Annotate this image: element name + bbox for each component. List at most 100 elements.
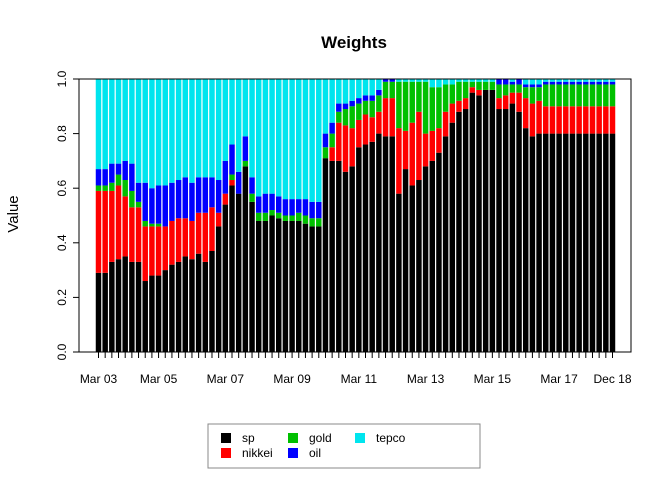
bar-tepco [576, 79, 582, 82]
bar-gold [603, 84, 609, 107]
bar-nikkei [576, 106, 582, 134]
bar-oil [509, 81, 516, 85]
x-tick-label: Mar 05 [140, 372, 178, 386]
bar-oil [102, 169, 108, 186]
bar-sp [476, 95, 482, 352]
bar-gold [109, 182, 115, 191]
bar-gold [556, 84, 562, 107]
bar-oil [195, 177, 202, 213]
bar-sp [229, 185, 235, 352]
bar-nikkei [376, 111, 382, 134]
bar-gold [376, 95, 382, 112]
bar-gold [296, 212, 302, 221]
bar-gold [95, 185, 102, 191]
bar-nikkei [215, 212, 222, 227]
bar-nikkei [229, 180, 235, 186]
bar-nikkei [189, 220, 195, 260]
bar-sp [529, 136, 536, 352]
bar-tepco [215, 79, 222, 181]
bar-tepco [456, 79, 462, 82]
bar-sp [296, 220, 302, 352]
bar-tepco [422, 79, 429, 82]
bar-sp [115, 259, 122, 352]
bar-nikkei [115, 185, 122, 260]
bar-sp [242, 166, 249, 352]
bar-tepco [609, 79, 616, 82]
x-axis: Mar 03 Mar 05 Mar 07 Mar 09 Mar 11 Mar 13 Mar … [80, 351, 632, 386]
bar-sp [509, 103, 516, 352]
bar-nikkei [109, 190, 115, 262]
bar-sp [102, 272, 108, 352]
bar-gold [396, 81, 402, 129]
bar-nikkei [369, 117, 375, 142]
bar-nikkei [609, 106, 616, 134]
bar-sp [596, 133, 602, 352]
bar-sp [609, 133, 616, 352]
y-tick-label: 0.0 [55, 343, 69, 360]
bar-sp [496, 109, 502, 352]
x-tick-label: Mar 03 [80, 372, 118, 386]
bar-oil [122, 160, 128, 181]
bar-sp [316, 226, 322, 352]
bar-nikkei [563, 106, 569, 134]
bar-oil [95, 169, 102, 186]
bar-sp [95, 272, 102, 352]
bar-sp [195, 253, 202, 352]
bar-nikkei [442, 111, 449, 137]
bar-sp [436, 152, 442, 352]
bar-nikkei [516, 92, 522, 112]
y-tick-label: 0.8 [55, 125, 69, 142]
bar-nikkei [509, 92, 516, 104]
bar-gold [356, 103, 362, 120]
bar-gold [529, 87, 536, 104]
bar-tepco [109, 79, 115, 164]
bar-oil [389, 79, 395, 82]
bar-nikkei [462, 98, 469, 110]
bar-oil [376, 89, 382, 96]
bar-gold [449, 84, 456, 104]
bar-oil [322, 133, 329, 148]
bar-nikkei [436, 128, 442, 153]
bar-tepco [95, 79, 102, 170]
bar-nikkei [209, 207, 215, 251]
bar-oil [115, 163, 122, 175]
y-tick-label: 0.2 [55, 289, 69, 306]
bar-sp [129, 261, 135, 352]
bar-tepco [262, 79, 269, 194]
bar-sp [209, 250, 215, 352]
bar-oil [329, 122, 335, 134]
bar-gold [342, 109, 349, 126]
x-tick-label: Mar 13 [407, 372, 445, 386]
bar-gold [489, 81, 496, 90]
bar-sp [255, 220, 262, 352]
bar-nikkei [569, 106, 576, 134]
bar-nikkei [389, 98, 395, 137]
bar-oil [583, 81, 589, 85]
bar-nikkei [329, 147, 335, 161]
bar-gold [242, 160, 249, 167]
bar-sp [109, 261, 115, 352]
bar-oil [529, 84, 536, 88]
bar-sp [269, 215, 275, 352]
bar-gold [322, 147, 329, 159]
y-tick-label: 1.0 [55, 70, 69, 87]
bar-gold [102, 185, 108, 191]
x-tick-label: Mar 15 [474, 372, 512, 386]
bar-oil [255, 196, 262, 213]
bar-nikkei [596, 106, 602, 134]
bar-nikkei [155, 226, 162, 276]
bar-oil [209, 177, 215, 208]
bar-gold [596, 84, 602, 107]
bar-oil [249, 177, 255, 194]
bar-oil [496, 79, 502, 85]
bar-sp [422, 166, 429, 352]
bar-gold [336, 111, 342, 123]
bar-oil [576, 81, 582, 85]
bar-tepco [563, 79, 569, 82]
bar-sp [175, 261, 182, 352]
bar-gold [262, 212, 269, 221]
bar-tepco [122, 79, 128, 161]
bar-gold [576, 84, 582, 107]
bar-nikkei [135, 207, 142, 262]
bar-nikkei [342, 125, 349, 172]
